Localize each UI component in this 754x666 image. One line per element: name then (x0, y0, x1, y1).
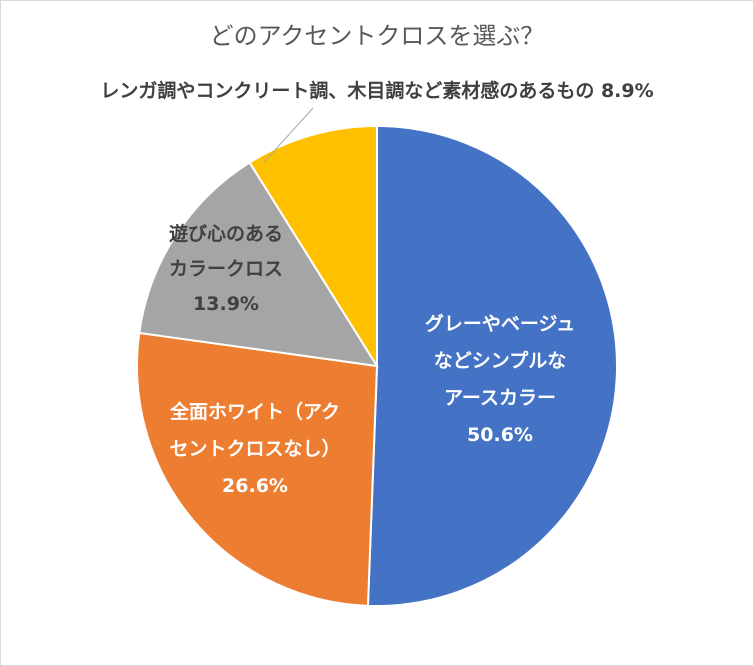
data-label-2: 全面ホワイト（アクセントクロスなし） 26.6% (169, 400, 341, 497)
data-label-4: レンガ調やコンクリート調、木目調など素材感のあるもの 8.9% (100, 79, 653, 102)
data-label-1: グレーやベージュなどシンプルなアースカラー 50.6% (425, 312, 575, 446)
pie-slice-2 (136, 331, 379, 607)
pie-slice-1 (366, 124, 618, 607)
data-label-3: 遊び心のあるカラークロス 13.9% (169, 222, 283, 315)
pie-slice-3 (138, 161, 379, 368)
pie-slices (136, 124, 618, 607)
callout-line-4 (263, 107, 314, 163)
chart-title: どのアクセントクロスを選ぶ？ (210, 22, 545, 50)
pie-slice-4 (248, 124, 378, 370)
callout-lines (263, 107, 314, 163)
data-labels: グレーやベージュなどシンプルなアースカラー 50.6% 全面ホワイト（アクセントクロ… (100, 79, 653, 497)
